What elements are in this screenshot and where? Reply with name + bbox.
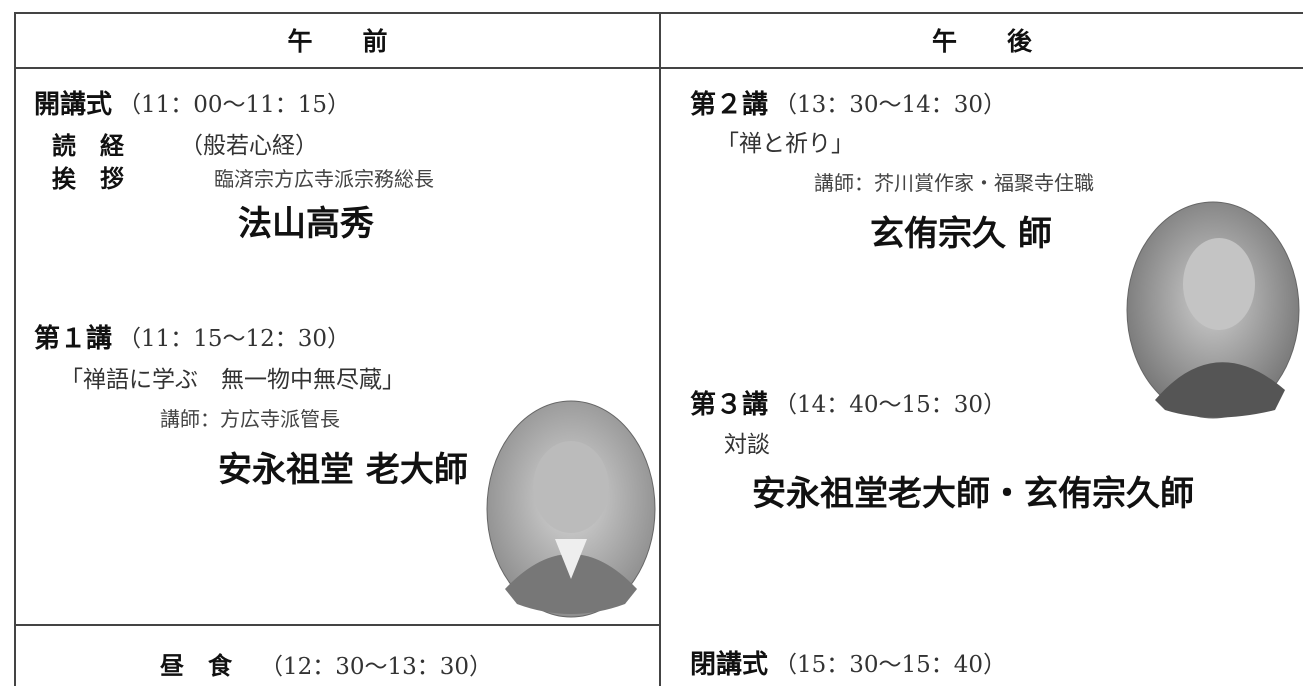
lecture3-speakers: 安永祖堂老大師・玄侑宗久師 (752, 474, 1194, 514)
opening-label: 開講式 (34, 90, 113, 120)
sutra-text: （般若心経） (180, 133, 318, 159)
closing-label: 閉講式 (690, 650, 769, 680)
lecture2-time: （13：30〜14：30） (774, 92, 1007, 118)
lunch-time: （12：30〜13：30） (260, 654, 493, 680)
header-morning: 午 前 (287, 27, 388, 56)
speaker-photo (486, 400, 656, 618)
lecture2-speaker: 玄侑宗久 師 (870, 214, 1052, 254)
lunch-rule (14, 624, 660, 626)
border-top (14, 12, 1303, 14)
column-divider (659, 12, 661, 686)
lunch-label: 昼 食 (160, 651, 232, 680)
lecture1-speaker-role: 講師：方広寺派管長 (160, 407, 340, 431)
lecture1-speaker: 安永祖堂 老大師 (218, 450, 468, 490)
lecture3-time: （14：40〜15：30） (774, 392, 1007, 418)
greeting-role: 臨済宗方広寺派宗務総長 (214, 167, 434, 191)
opening-time: （11：00〜11：15） (118, 92, 351, 118)
border-left (14, 12, 16, 686)
closing-time: （15：30〜15：40） (774, 652, 1007, 678)
greeting-label: 挨 拶 (52, 164, 124, 193)
lecture1-time: （11：15〜12：30） (118, 326, 351, 352)
lecture1-label: 第１講 (34, 324, 113, 354)
lecture2-speaker-role: 講師：芥川賞作家・福聚寺住職 (814, 171, 1094, 195)
sutra-label: 読 経 (52, 131, 124, 160)
greeting-name: 法山高秀 (238, 204, 374, 244)
header-afternoon: 午 後 (931, 27, 1032, 56)
lecture3-label: 第３講 (690, 390, 769, 420)
speaker-photo (1126, 201, 1300, 419)
lecture2-title: 「禅と祈り」 (716, 131, 854, 157)
lecture1-title: 「禅語に学ぶ 無一物中無尽蔵」 (60, 367, 405, 393)
header-rule (14, 67, 1303, 69)
lecture2-label: 第２講 (690, 90, 769, 120)
lecture3-format: 対談 (724, 432, 770, 458)
